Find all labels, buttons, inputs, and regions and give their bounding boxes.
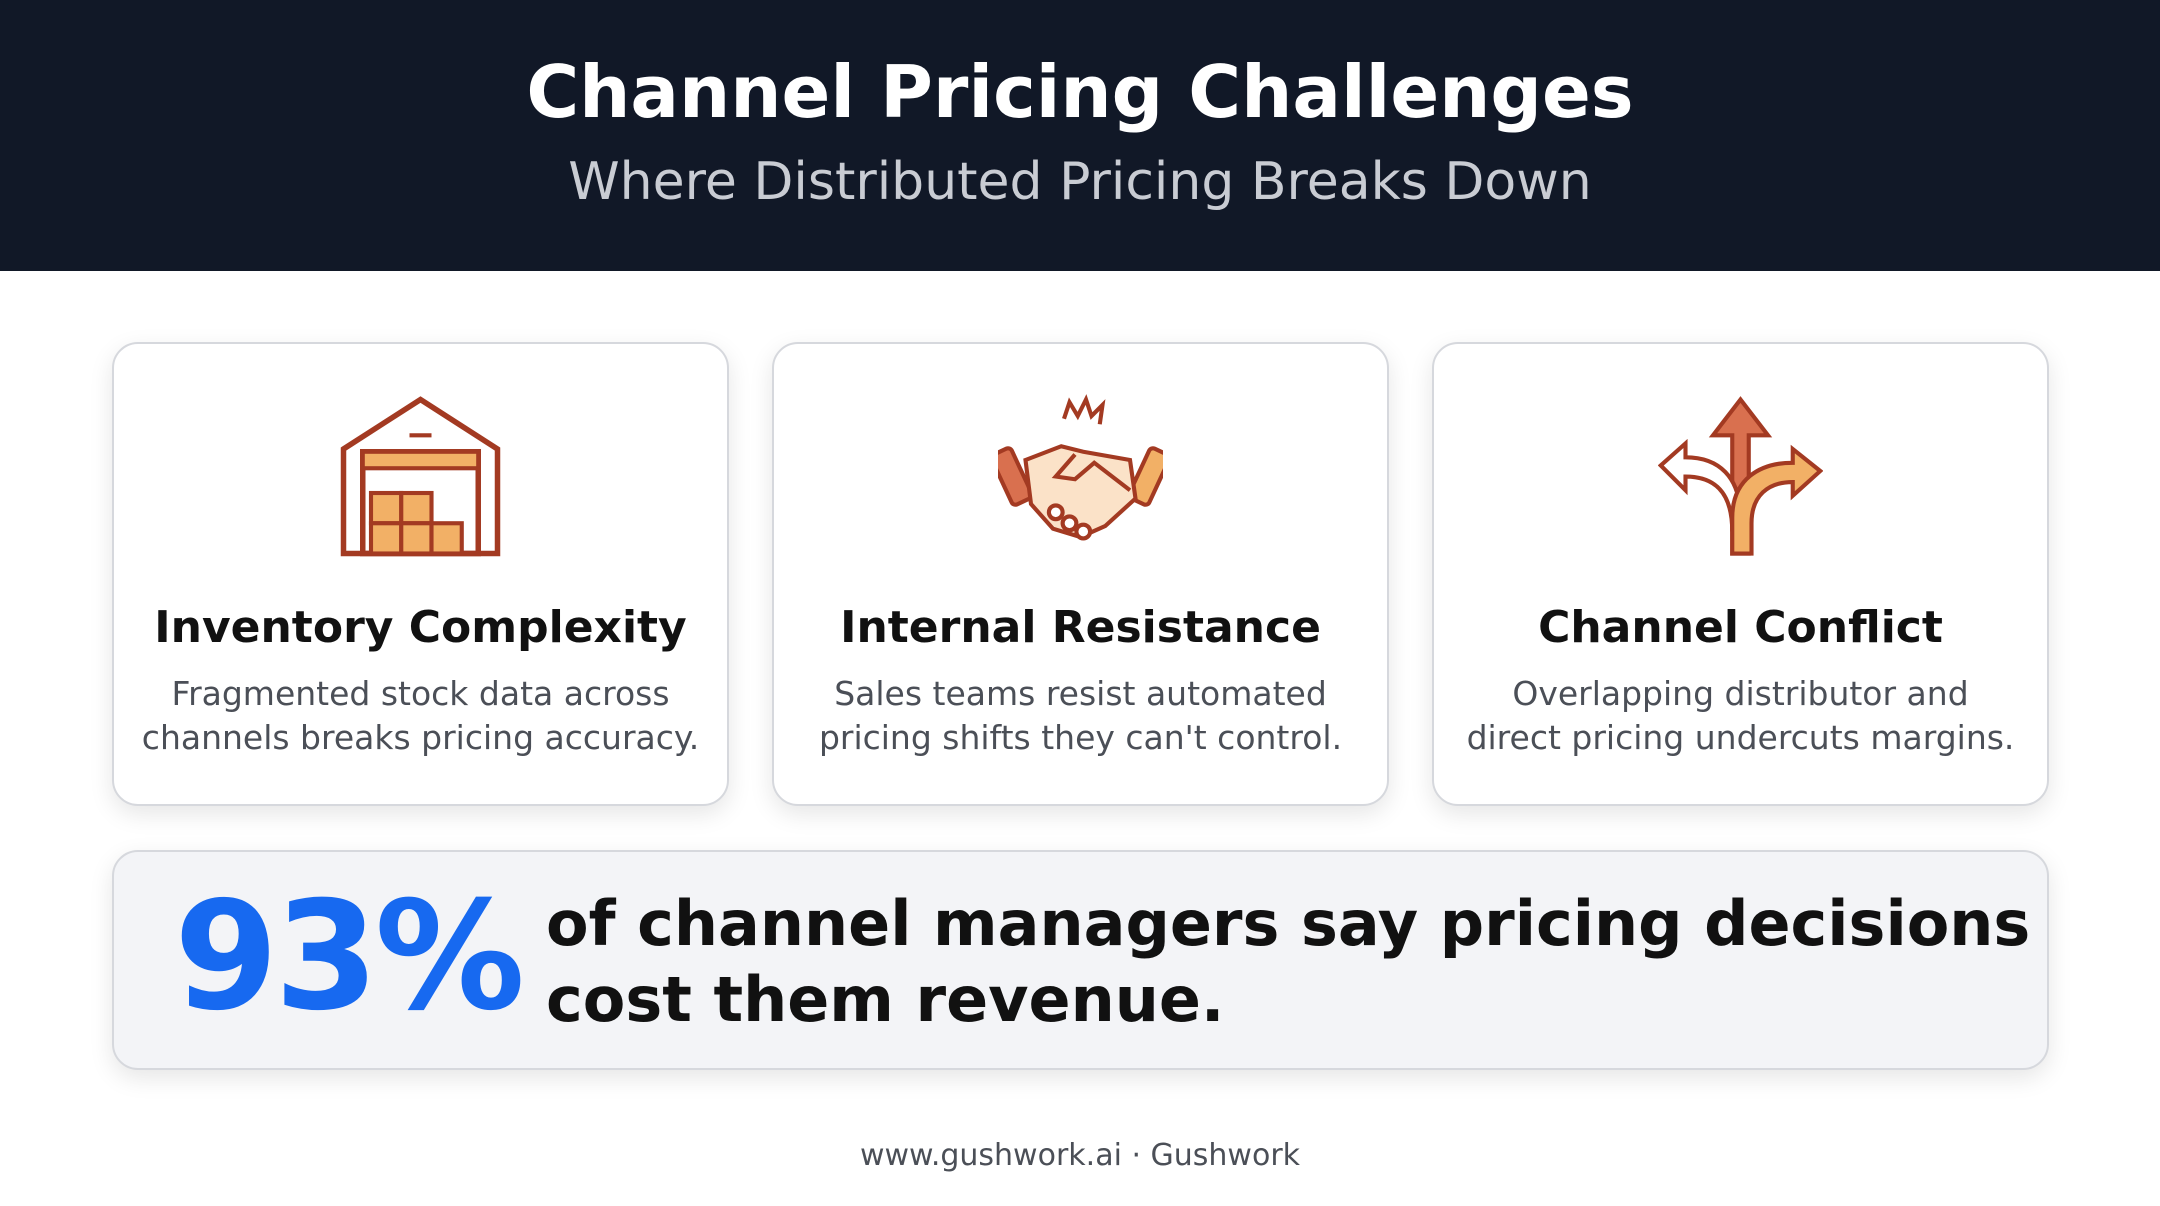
warehouse-icon (340, 396, 501, 557)
description-line: Sales teams resist automated (834, 674, 1327, 713)
card: Internal Resistance Sales teams resist a… (772, 342, 1389, 806)
card-title: Inventory Complexity (154, 602, 687, 653)
card-title: Channel Conflict (1538, 602, 1943, 653)
title: Channel Pricing Challenges (526, 50, 1634, 134)
stat-value: 93% (174, 870, 525, 1044)
card-description: Overlapping distributor and direct prici… (1434, 672, 2047, 760)
fork-arrows-icon (1658, 396, 1823, 556)
stat-line: of channel managers say pricing decision… (546, 887, 2031, 960)
footer: www.gushwork.ai · Gushwork (859, 1138, 1301, 1173)
card-title: Internal Resistance (840, 602, 1321, 653)
description-line: channels breaks pricing accuracy. (141, 718, 700, 757)
description-line: Fragmented stock data across (171, 674, 670, 713)
subtitle: Where Distributed Pricing Breaks Down (568, 152, 1592, 212)
stat-box: 93% of channel managers say pricing deci… (112, 850, 2049, 1070)
stat-text: of channel managers say pricing decision… (546, 886, 2030, 1038)
description-line: Overlapping distributor and (1512, 674, 1969, 713)
description-line: direct pricing undercuts margins. (1466, 718, 2015, 757)
description-line: pricing shifts they can't control. (818, 718, 1343, 757)
header: Channel Pricing Challenges Where Distrib… (0, 0, 2160, 271)
card: Inventory Complexity Fragmented stock da… (112, 342, 729, 806)
card-description: Fragmented stock data across channels br… (114, 672, 727, 760)
card: Channel Conflict Overlapping distributor… (1432, 342, 2049, 806)
card-description: Sales teams resist automated pricing shi… (774, 672, 1387, 760)
handshake-icon (998, 394, 1163, 541)
stat-line: cost them revenue. (546, 963, 1225, 1036)
